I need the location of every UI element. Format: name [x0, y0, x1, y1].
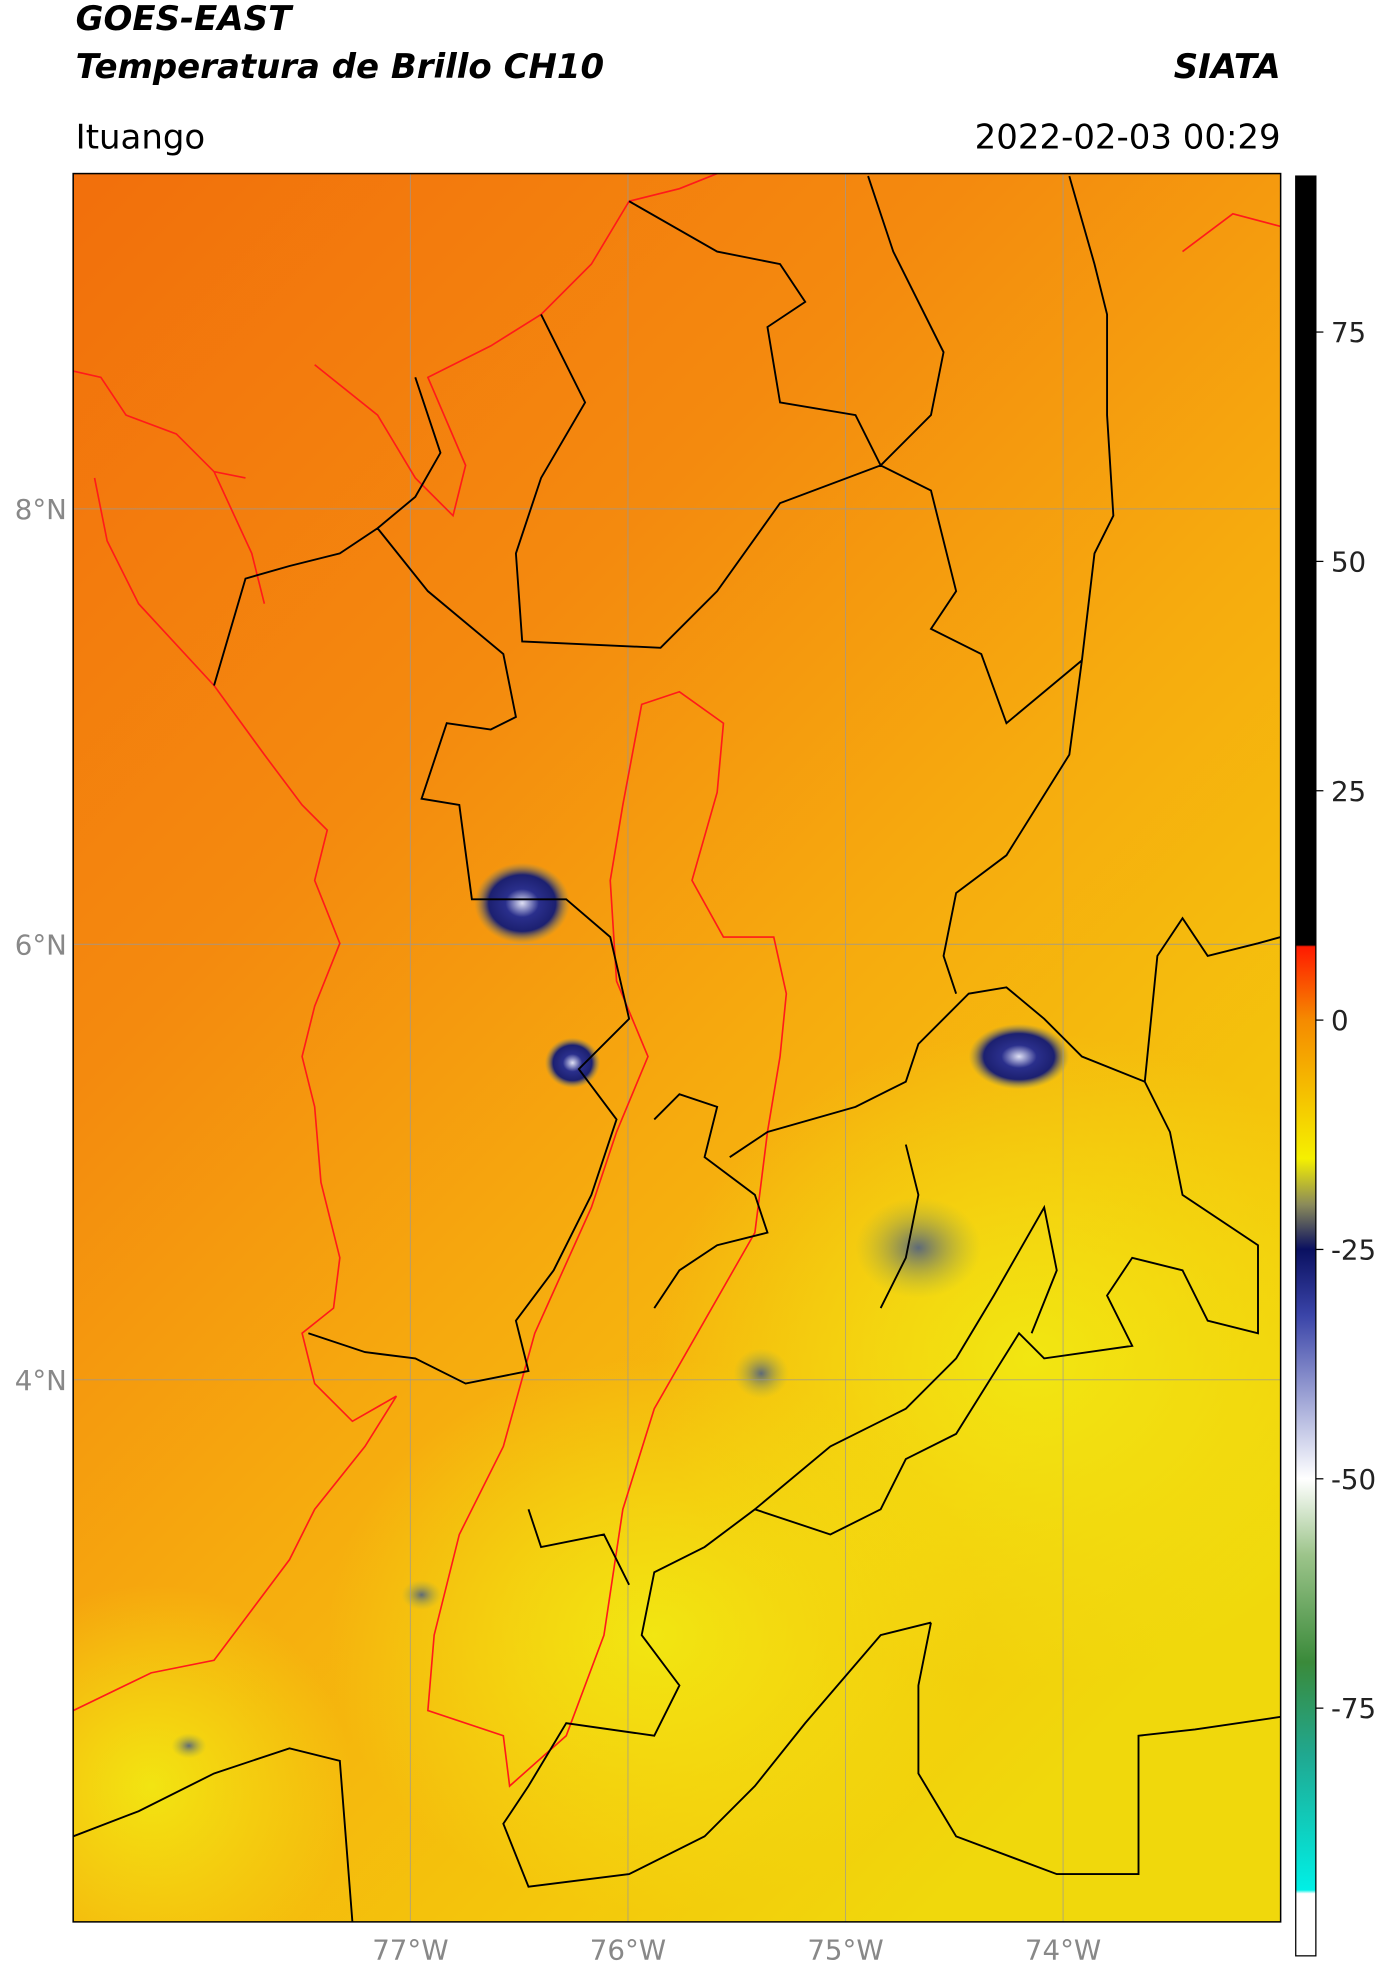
cloud — [544, 1037, 601, 1088]
lon-tick-label: 77°W — [372, 1934, 448, 1967]
lat-tick-label: 4°N — [15, 1364, 67, 1397]
cloud — [968, 1023, 1070, 1090]
lon-tick-label: 76°W — [590, 1934, 666, 1967]
subtitle: Temperatura de Brillo CH10 — [76, 47, 604, 87]
colorbar-tick-label: 25 — [1331, 775, 1366, 808]
department-borders — [73, 175, 1281, 1922]
map — [73, 173, 1281, 1922]
lon-tick-label: 74°W — [1025, 1934, 1101, 1967]
lat-tick-label: 6°N — [15, 928, 67, 961]
colorbar-tick-label: 50 — [1331, 545, 1366, 578]
datetime: 2022-02-03 00:29 — [975, 117, 1281, 157]
lon-tick-label: 75°W — [807, 1934, 883, 1967]
cloud — [733, 1348, 789, 1399]
colorbar-tick-label: -50 — [1331, 1463, 1376, 1496]
coastline — [73, 173, 1281, 1712]
warm-area — [73, 1584, 353, 1922]
colorbar-tick-label: -75 — [1331, 1692, 1376, 1725]
cloud — [401, 1579, 442, 1610]
colorbar-tick-label: 0 — [1331, 1004, 1349, 1037]
brand: SIATA — [1174, 47, 1281, 87]
region-outline — [426, 690, 788, 1788]
location: Ituango — [76, 117, 206, 157]
colorbar-tick-label: -25 — [1331, 1234, 1376, 1267]
map-frame — [72, 172, 1282, 1923]
axis-ticks: 77°W 76°W 75°W 74°W 8°N 6°N 4°N — [15, 493, 1102, 1967]
warm-area — [327, 1358, 982, 1912]
title: GOES-EAST — [76, 0, 294, 39]
lat-tick-label: 8°N — [15, 493, 67, 526]
colorbar-ticks: 75 50 25 0 -25 -50 -75 — [1315, 316, 1376, 1725]
cloud — [171, 1733, 207, 1759]
cloud — [855, 1197, 982, 1299]
grid — [73, 173, 1281, 1922]
colorbar-tick-label: 75 — [1331, 316, 1366, 349]
colorbar — [1295, 175, 1317, 1957]
cloud — [474, 862, 570, 944]
